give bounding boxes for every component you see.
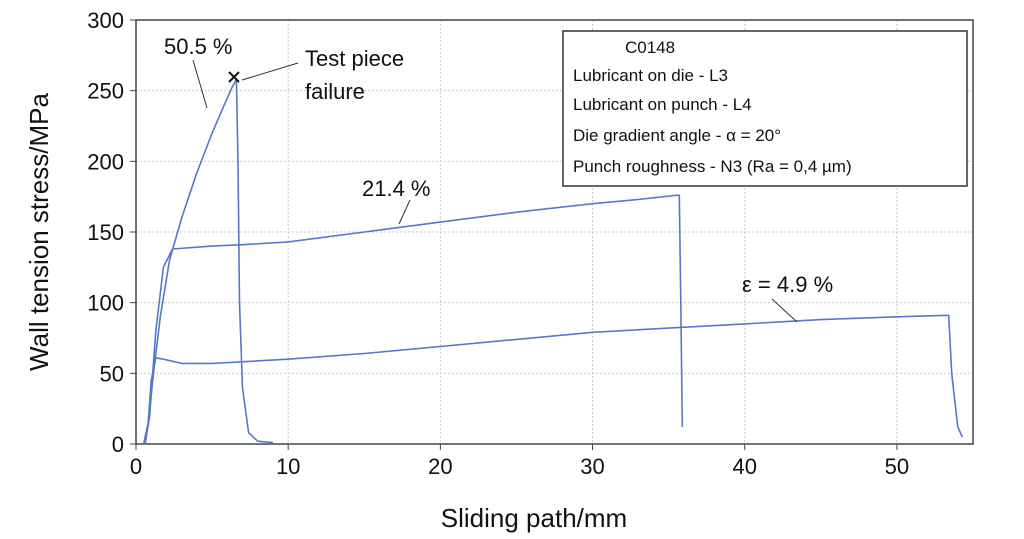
leader-21-4 <box>398 199 411 225</box>
y-tick-label: 300 <box>87 8 124 33</box>
x-tick-label: 30 <box>580 454 604 479</box>
y-tick-label: 0 <box>112 432 124 457</box>
y-tick-label: 100 <box>87 291 124 316</box>
legend-title: C0148 <box>625 38 675 57</box>
series-line-2 <box>144 194 684 445</box>
x-tick-label: 50 <box>885 454 909 479</box>
legend-line-3: Die gradient angle - α = 20° <box>573 126 781 145</box>
x-tick-label: 0 <box>130 454 142 479</box>
annotation-21-4: 21.4 % <box>362 176 431 201</box>
x-tick-label: 40 <box>732 454 756 479</box>
y-tick-label: 200 <box>87 149 124 174</box>
y-tick-label: 50 <box>100 361 124 386</box>
series-line-1 <box>142 78 274 445</box>
leader-failure <box>241 62 299 81</box>
x-tick-label: 20 <box>428 454 452 479</box>
series-line-3 <box>144 314 964 445</box>
y-tick-label: 250 <box>87 79 124 104</box>
failure-marker <box>228 71 240 83</box>
y-tick-label: 150 <box>87 220 124 245</box>
legend-box: C0148 Lubricant on die - L3 Lubricant on… <box>562 30 968 187</box>
series-layer <box>142 78 964 445</box>
legend-line-4: Punch roughness - N3 (Ra = 0,4 µm) <box>573 157 852 176</box>
failure-label-2: failure <box>305 79 365 104</box>
annotation-4-9: ε = 4.9 % <box>742 272 833 297</box>
y-axis-title: Wall tension stress/MPa <box>24 93 54 371</box>
x-axis-title: Sliding path/mm <box>441 503 627 533</box>
ticks: 0 10 20 30 40 50 0 50 100 150 200 250 300 <box>87 8 909 479</box>
failure-label-1: Test piece <box>305 46 404 71</box>
legend-line-1: Lubricant on die - L3 <box>573 66 728 85</box>
legend-line-2: Lubricant on punch - L4 <box>573 95 752 114</box>
leader-4-9 <box>771 298 798 323</box>
leader-50-5 <box>192 59 208 109</box>
legend-frame <box>562 30 968 187</box>
annotation-50-5: 50.5 % <box>164 34 233 59</box>
x-tick-label: 10 <box>276 454 300 479</box>
